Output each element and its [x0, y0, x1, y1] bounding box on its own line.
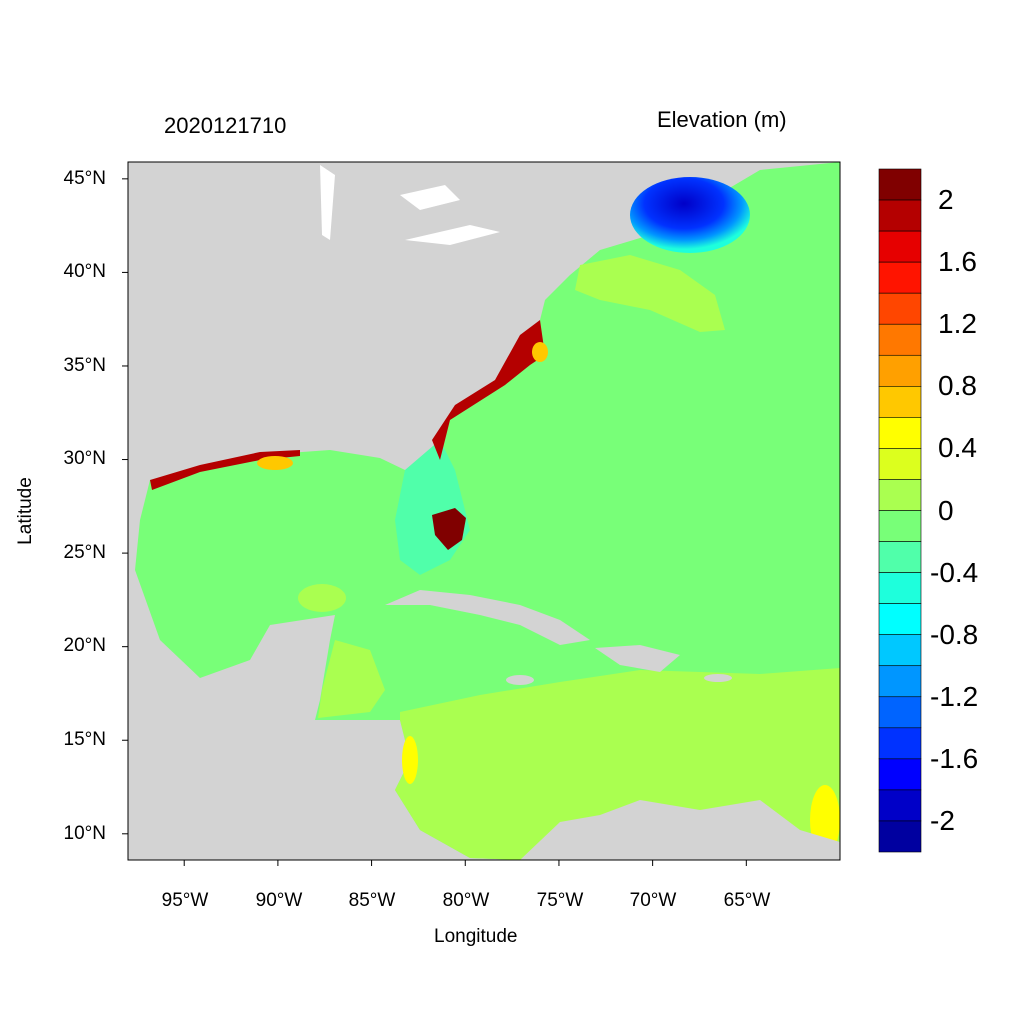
colorbar-box	[878, 665, 922, 698]
cuba-land	[385, 590, 590, 645]
lon-tick-label: 70°W	[629, 890, 677, 911]
plot-frame	[127, 161, 841, 861]
south-florida-surge	[432, 508, 466, 550]
colorbar-label: 0.4	[938, 432, 977, 464]
gulf-coast-surge	[150, 450, 300, 490]
gulf-of-honduras-region	[318, 640, 385, 718]
colorbar-label: -1.6	[930, 742, 979, 774]
lat-tick-label: 30°N	[63, 448, 106, 469]
plot-variable-title: Elevation (m)	[657, 107, 787, 132]
colorbar-box	[878, 292, 922, 325]
gulf-of-maine-low	[630, 177, 750, 253]
coastal-yellow-patch	[257, 456, 293, 470]
colorbar-box	[878, 572, 922, 604]
axis-ticks	[122, 178, 747, 866]
lat-tick-label: 20°N	[63, 635, 106, 656]
colorbar-label: -2	[930, 804, 955, 836]
colorbar-label: 1.2	[938, 308, 977, 340]
colorbar-box	[878, 510, 922, 542]
coastal-yellow-patch	[402, 736, 418, 784]
colorbar-box	[878, 479, 922, 511]
colorbar-label: -0.4	[930, 556, 979, 588]
jamaica-land	[506, 675, 534, 685]
colorbar-box	[878, 696, 922, 729]
colorbar-box	[878, 727, 922, 760]
lat-tick-label: 15°N	[63, 729, 106, 750]
lon-tick-label: 75°W	[536, 890, 584, 911]
colorbar-label: 0.8	[938, 370, 977, 402]
lat-tick-label: 40°N	[63, 261, 106, 282]
colorbar-box	[878, 261, 922, 294]
east-coast-surge	[432, 320, 545, 460]
x-axis-label: Longitude	[434, 926, 518, 947]
colorbar	[878, 168, 922, 853]
colorbar-box	[878, 230, 922, 263]
colorbar-label: 2	[938, 184, 954, 216]
colorbar-label: -1.2	[930, 680, 979, 712]
lon-tick-label: 80°W	[442, 890, 490, 911]
hispaniola-land	[595, 645, 680, 672]
lat-tick-label: 25°N	[63, 542, 106, 563]
lon-tick-label: 90°W	[255, 890, 303, 911]
colorbar-box	[878, 789, 922, 822]
coastal-yellow-patch	[532, 342, 548, 362]
colorbar-label: 0	[938, 494, 954, 526]
lon-tick-label: 95°W	[161, 890, 209, 911]
colorbar-label: 1.6	[938, 246, 977, 278]
puerto-rico-land	[704, 674, 732, 682]
south-america-land	[520, 800, 840, 860]
colorbar-box	[878, 634, 922, 667]
plot-date-title: 2020121710	[164, 113, 287, 138]
colorbar-box	[878, 820, 922, 853]
colorbar-box	[878, 603, 922, 635]
colorbar-box	[878, 168, 922, 201]
colorbar-box	[878, 199, 922, 232]
colorbar-label: -0.8	[930, 618, 979, 650]
lon-tick-label: 65°W	[723, 890, 771, 911]
y-axis-label: Latitude	[14, 477, 36, 545]
colorbar-box	[878, 354, 922, 387]
colorbar-box	[878, 541, 922, 573]
colorbar-box	[878, 758, 922, 791]
colorbar-box	[878, 323, 922, 356]
lon-tick-label: 85°W	[348, 890, 396, 911]
mid-atlantic-positive-region	[575, 255, 725, 332]
lat-tick-label: 45°N	[63, 168, 106, 189]
colorbar-box	[878, 417, 922, 449]
yucatan-channel-region	[298, 584, 346, 612]
lat-tick-label: 10°N	[63, 823, 106, 844]
colorbar-box	[878, 448, 922, 480]
colorbar-box	[878, 386, 922, 418]
lat-tick-label: 35°N	[63, 355, 106, 376]
